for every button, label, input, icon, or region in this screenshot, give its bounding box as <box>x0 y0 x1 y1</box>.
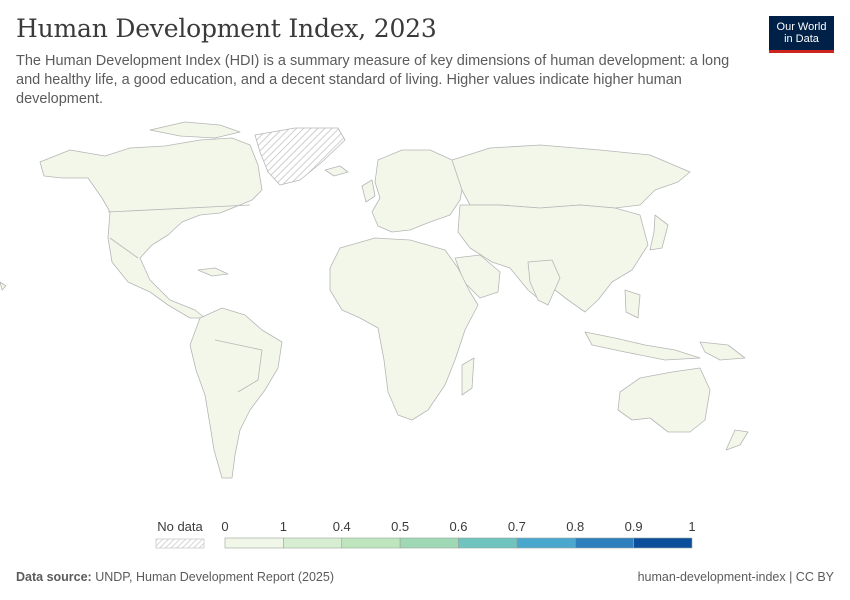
country-papua[interactable] <box>699 341 746 361</box>
country-brazil-border <box>214 339 263 393</box>
legend-bins[interactable] <box>224 537 693 549</box>
no-data-legend[interactable]: No data <box>155 519 205 549</box>
country-aleutian-tip[interactable] <box>0 281 7 291</box>
legend-bin-0[interactable] <box>224 537 284 549</box>
legend-tick-1: 1 <box>280 519 287 534</box>
country-indonesia[interactable] <box>584 331 701 361</box>
legend-bin-3[interactable] <box>399 537 459 549</box>
country-australia[interactable] <box>617 367 711 433</box>
legend-bin-1[interactable] <box>283 537 343 549</box>
data-source-label: Data source: <box>16 570 92 584</box>
country-cuba[interactable] <box>197 267 229 277</box>
country-japan[interactable] <box>649 214 669 251</box>
legend-tick-0: 0 <box>221 519 228 534</box>
country-philippines[interactable] <box>624 289 641 319</box>
legend-bin-4[interactable] <box>458 537 518 549</box>
legend-tick-8: 1 <box>688 519 695 534</box>
chart-subtitle: The Human Development Index (HDI) is a s… <box>16 53 730 107</box>
legend-tick-7: 0.9 <box>625 519 643 534</box>
legend-tick-3: 0.5 <box>391 519 409 534</box>
owid-logo[interactable]: Our World in Data <box>769 16 834 53</box>
legend-bin-5[interactable] <box>516 537 576 549</box>
legend-tick-5: 0.7 <box>508 519 526 534</box>
legend-tick-2: 0.4 <box>333 519 351 534</box>
country-new-zealand[interactable] <box>725 429 749 451</box>
legend-tick-labels: 0 1 0.4 0.5 0.6 0.7 0.8 0.9 1 <box>221 519 695 534</box>
legend-bin-2[interactable] <box>341 537 401 549</box>
country-uk[interactable] <box>361 179 376 203</box>
country-north-america[interactable] <box>39 137 263 319</box>
country-usa-border <box>107 204 251 213</box>
country-india[interactable] <box>527 259 561 306</box>
country-canada-islands[interactable] <box>149 121 241 139</box>
legend-tick-4: 0.6 <box>449 519 467 534</box>
chart-title: Human Development Index, 2023 <box>16 14 437 43</box>
legend: No data 0 1 0.4 0.5 0.6 0.7 0.8 0.9 1 <box>155 519 696 549</box>
logo-line-2: in Data <box>784 33 819 45</box>
country-mexico-border <box>109 237 139 259</box>
land-layer <box>0 121 749 479</box>
chart-slug[interactable]: human-development-index | CC BY <box>637 570 834 584</box>
country-madagascar[interactable] <box>461 357 475 396</box>
data-source: Data source: UNDP, Human Development Rep… <box>16 570 334 584</box>
country-south-america[interactable] <box>189 307 283 479</box>
country-iceland[interactable] <box>324 165 349 177</box>
country-greenland[interactable] <box>254 127 346 186</box>
legend-bin-6[interactable] <box>574 537 634 549</box>
legend-tick-6: 0.8 <box>566 519 584 534</box>
data-source-text[interactable]: UNDP, Human Development Report (2025) <box>95 570 334 584</box>
world-map[interactable] <box>0 120 850 515</box>
no-data-label: No data <box>157 519 203 534</box>
country-africa[interactable] <box>329 237 479 421</box>
country-russia[interactable] <box>451 144 691 209</box>
country-asia[interactable] <box>457 204 649 313</box>
logo-line-1: Our World <box>776 21 827 33</box>
legend-bin-7[interactable] <box>633 537 693 549</box>
country-europe[interactable] <box>371 149 466 233</box>
